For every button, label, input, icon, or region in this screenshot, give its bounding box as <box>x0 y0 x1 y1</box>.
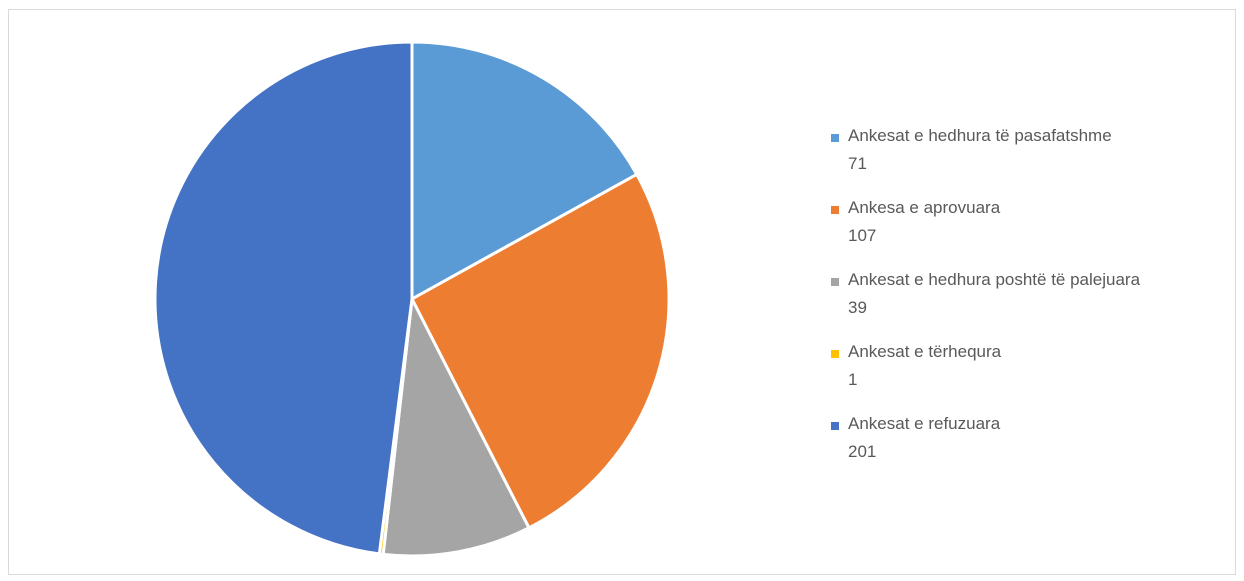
legend-item: Ankesat e tërhequra 1 <box>831 338 1231 410</box>
pie-slice-3 <box>381 297 531 558</box>
legend-label: Ankesat e refuzuara <box>848 414 1001 433</box>
legend-swatch <box>831 206 839 214</box>
legend-item: Ankesat e hedhura të pasafatshme 71 <box>831 122 1231 194</box>
legend-label: Ankesat e hedhura të pasafatshme <box>848 126 1112 145</box>
legend: Ankesat e hedhura të pasafatshme 71 Anke… <box>831 122 1231 482</box>
pie-slice-1 <box>410 40 639 301</box>
chart-frame: Ankesat e hedhura të pasafatshme 71 Anke… <box>8 9 1236 575</box>
pie-slice-2 <box>410 172 671 530</box>
pie-slice-5 <box>153 40 414 556</box>
legend-value: 107 <box>848 226 877 245</box>
pie-chart <box>153 40 671 558</box>
legend-swatch <box>831 278 839 286</box>
legend-label: Ankesa e aprovuara <box>848 198 1001 217</box>
legend-value: 71 <box>848 154 867 173</box>
legend-item: Ankesat e hedhura poshtë të palejuara 39 <box>831 266 1231 338</box>
legend-item: Ankesa e aprovuara 107 <box>831 194 1231 266</box>
legend-swatch <box>831 350 839 358</box>
legend-item: Ankesat e refuzuara 201 <box>831 410 1231 482</box>
legend-label: Ankesat e hedhura poshtë të palejuara <box>848 270 1141 289</box>
legend-label: Ankesat e tërhequra <box>848 342 1002 361</box>
legend-value: 39 <box>848 298 867 317</box>
legend-swatch <box>831 422 839 430</box>
legend-swatch <box>831 134 839 142</box>
legend-value: 1 <box>848 370 858 389</box>
pie-area <box>9 10 829 576</box>
legend-value: 201 <box>848 442 877 461</box>
